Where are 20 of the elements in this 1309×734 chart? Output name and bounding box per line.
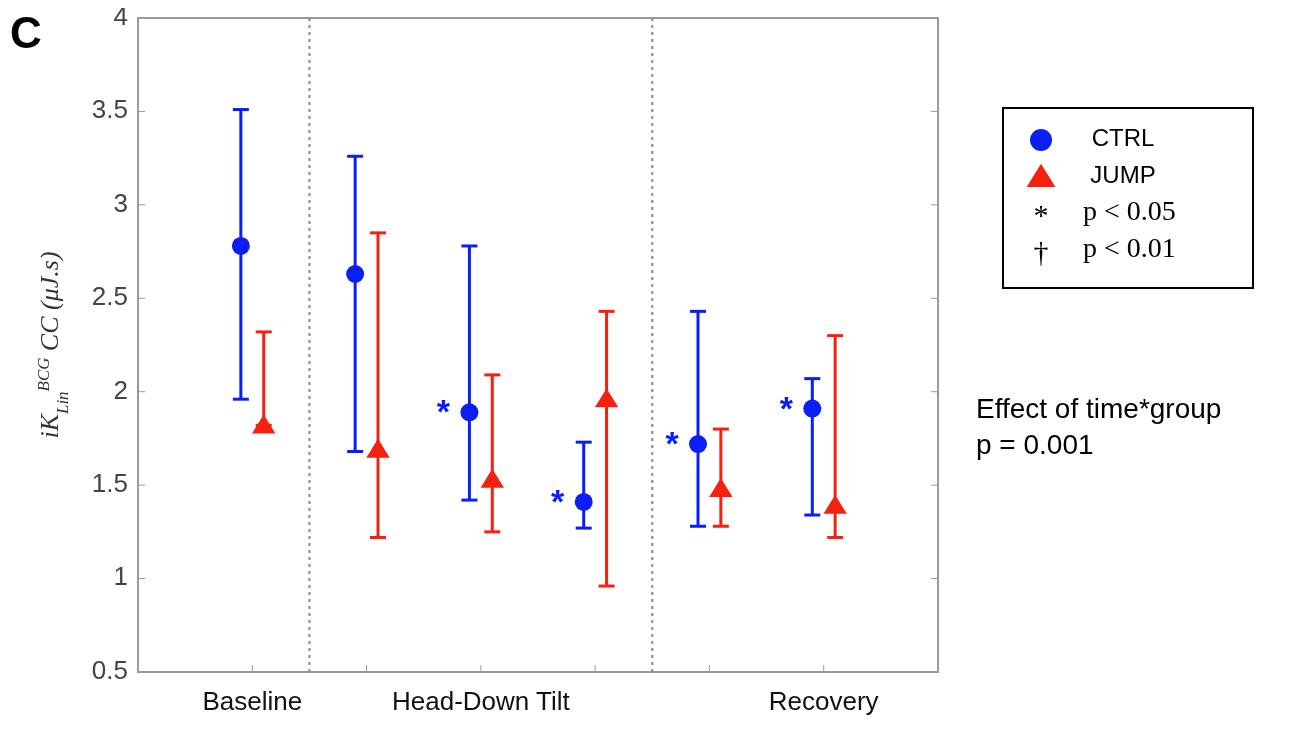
text: C — [10, 8, 42, 57]
y-tick-label: 2 — [113, 374, 128, 405]
y-tick-label: 3.5 — [91, 94, 128, 125]
legend-label: CTRL — [1091, 124, 1155, 152]
y-tick-label: 1.5 — [91, 468, 128, 499]
y-tick-label: 0.5 — [91, 654, 128, 685]
text: Effect of time*group p = 0.001 — [976, 393, 1222, 460]
text: * p < 0.05 — [1033, 195, 1176, 231]
x-tick-label: Baseline — [202, 686, 303, 716]
x-tick-label: Head-Down Tilt — [391, 686, 571, 716]
x-tick-label: Recovery — [768, 686, 879, 716]
data-label: * — [551, 481, 566, 520]
data-label: * — [779, 388, 794, 427]
data-label: * — [665, 424, 680, 463]
text: † p < 0.01 — [1033, 232, 1176, 268]
y-tick-label: 3 — [113, 187, 128, 218]
data-label: * — [436, 392, 451, 431]
y-tick-label: 1 — [113, 561, 128, 592]
legend-label: JUMP — [1090, 161, 1156, 189]
y-tick-label: 2.5 — [91, 281, 128, 312]
